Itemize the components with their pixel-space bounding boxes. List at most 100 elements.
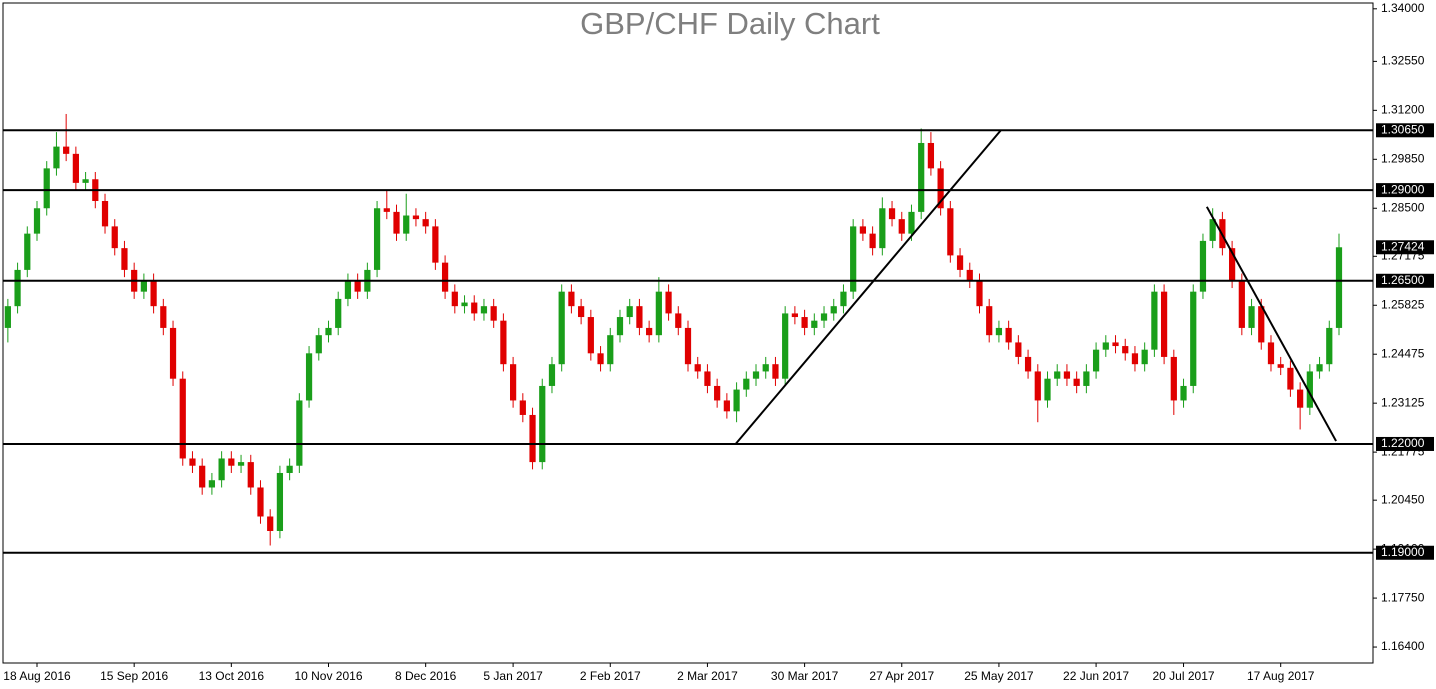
candle-body: [1112, 342, 1119, 347]
candle-body: [1306, 371, 1313, 408]
candle-body: [140, 280, 147, 292]
y-tick-label: 1.31200: [1381, 103, 1425, 117]
x-tick-label: 2 Mar 2017: [677, 669, 738, 683]
candle-body: [1005, 327, 1012, 343]
candle-body: [811, 320, 818, 328]
x-tick-label: 13 Oct 2016: [199, 669, 265, 683]
candle-body: [908, 211, 915, 234]
candle-body: [121, 248, 128, 270]
candle-body: [772, 364, 779, 379]
candle-body: [646, 327, 653, 336]
candle-body: [208, 480, 216, 488]
candle-body: [733, 389, 740, 412]
x-tick-label: 10 Nov 2016: [294, 669, 362, 683]
candle-body: [529, 414, 536, 463]
candle-body: [101, 201, 109, 227]
y-tick-label: 1.17750: [1381, 590, 1425, 604]
level-label-box: [1376, 123, 1434, 138]
candle-body: [228, 458, 235, 466]
plot-frame: [2, 2, 1374, 664]
candle-body: [820, 313, 828, 321]
level-label: 1.22000: [1381, 436, 1425, 450]
candle-body: [1160, 291, 1168, 357]
candle-body: [53, 146, 60, 169]
x-tick-label: 5 Jan 2017: [483, 669, 543, 683]
candle-body: [1248, 306, 1255, 328]
y-tick-label: 1.16400: [1381, 639, 1425, 653]
candle-body: [539, 385, 546, 463]
candle-body: [480, 306, 488, 314]
x-tick-label: 20 Jul 2017: [1153, 669, 1215, 683]
candle-body: [169, 327, 177, 379]
candle-body: [1024, 356, 1032, 372]
candle-body: [898, 219, 905, 234]
candle-body: [1054, 371, 1061, 379]
candle-body: [1141, 349, 1148, 365]
candle-body: [257, 487, 264, 517]
x-tick-label: 15 Sep 2016: [100, 669, 168, 683]
candle-body: [111, 226, 118, 249]
y-tick-label: 1.34000: [1381, 1, 1425, 15]
candle-body: [325, 327, 332, 336]
candle-body: [393, 211, 400, 234]
candle-body: [869, 233, 876, 249]
candle-body: [1335, 247, 1343, 328]
x-tick-label: 22 Jun 2017: [1063, 669, 1129, 683]
candle-body: [675, 313, 682, 328]
candle-body: [850, 226, 857, 292]
candle-body: [354, 280, 361, 292]
candle-body: [82, 179, 89, 183]
candle-body: [859, 226, 867, 234]
candle-body: [160, 306, 167, 328]
candle-body: [441, 262, 449, 292]
candle-body: [1287, 367, 1294, 390]
candle-body: [335, 298, 342, 328]
candle-body: [63, 146, 70, 154]
candle-body: [383, 208, 390, 212]
candle-body: [296, 400, 303, 466]
candle-body: [626, 306, 633, 318]
candle-body: [1277, 364, 1284, 368]
candle-body: [24, 233, 31, 270]
candle-body: [918, 142, 925, 212]
candle-body: [1316, 364, 1323, 372]
y-tick-label: 1.29850: [1381, 151, 1425, 165]
candle-body: [1229, 248, 1236, 281]
candle-body: [616, 317, 624, 336]
candle-body: [840, 291, 847, 307]
candle-body: [490, 306, 497, 321]
candle-body: [432, 226, 439, 263]
candle-body: [762, 364, 769, 372]
candle-body: [927, 142, 935, 169]
candle-body: [199, 465, 206, 488]
candle-body: [1238, 280, 1245, 328]
candle-body: [1190, 291, 1197, 386]
price-label: 1.27424: [1381, 239, 1425, 253]
candle-body: [218, 458, 225, 481]
candle-body: [1122, 346, 1129, 354]
level-label-box: [1376, 545, 1434, 560]
candle-body: [723, 400, 730, 412]
candle-body: [1131, 353, 1139, 365]
candle-body: [237, 462, 245, 466]
level-label-box: [1376, 183, 1434, 198]
candle-body: [888, 208, 896, 220]
candle-body: [558, 291, 565, 365]
candle-body: [412, 215, 420, 220]
candle-body: [1092, 349, 1100, 372]
candle-body: [1063, 371, 1071, 379]
candle-body: [607, 335, 614, 365]
candle-body: [548, 364, 556, 386]
price-label-box: [1376, 240, 1434, 255]
candle-body: [704, 371, 711, 386]
x-tick-label: 17 Aug 2017: [1247, 669, 1315, 683]
y-tick-label: 1.32550: [1381, 54, 1425, 68]
chart-title: GBP/CHF Daily Chart: [580, 6, 880, 41]
candle-body: [966, 269, 973, 281]
candle-body: [1199, 240, 1207, 292]
y-tick-label: 1.20450: [1381, 492, 1425, 506]
candle-body: [937, 168, 944, 209]
trendline: [734, 129, 1002, 445]
trendline: [1205, 206, 1337, 442]
